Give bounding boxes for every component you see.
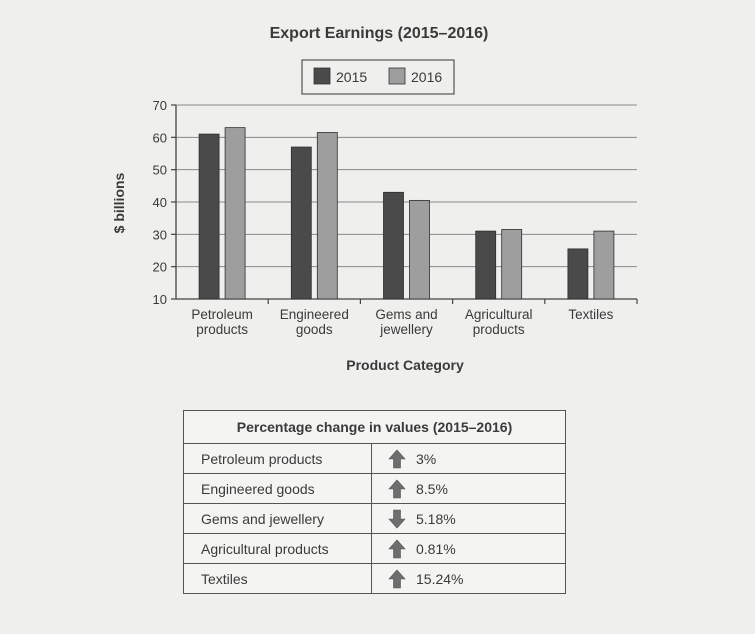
legend-label-2016: 2016	[411, 69, 442, 85]
table-row: Textiles 15.24%	[183, 563, 566, 594]
table-row: Petroleum products 3%	[183, 443, 566, 474]
x-category-label: Textiles	[568, 307, 613, 322]
x-category-label: jewellery	[379, 322, 433, 337]
x-category-label: goods	[296, 322, 333, 337]
bar-2016	[501, 229, 523, 300]
table-category: Petroleum products	[183, 443, 372, 474]
x-category-label: Petroleum	[191, 307, 253, 322]
legend-swatch-2015	[313, 67, 331, 85]
bar-2015	[475, 230, 497, 300]
bar-2016	[316, 132, 338, 300]
x-axis-title: Product Category	[346, 357, 464, 373]
y-tick-label: 20	[153, 260, 167, 275]
x-category-label: products	[196, 322, 248, 337]
table-row: Agricultural products 0.81%	[183, 533, 566, 564]
y-tick-label: 30	[153, 227, 167, 242]
y-axis-title: $ billions	[111, 172, 127, 233]
legend-label-2015: 2015	[336, 69, 367, 85]
table-header: Percentage change in values (2015–2016)	[183, 410, 566, 444]
legend-swatch-2016	[388, 67, 406, 85]
bar-2015	[567, 248, 589, 300]
x-category-label: Agricultural	[465, 307, 533, 322]
axes: 10 20 30 40 50 60 70	[153, 98, 638, 307]
x-category-label: products	[473, 322, 525, 337]
legend: 2015 2016	[301, 59, 455, 95]
bar-2015	[198, 133, 220, 300]
table-value: 8.5%	[416, 480, 448, 497]
legend-box	[301, 59, 455, 95]
table-value: 5.18%	[416, 510, 456, 527]
y-tick-label: 60	[153, 130, 167, 145]
arrow-up-icon	[388, 479, 406, 498]
arrow-up-icon	[388, 569, 406, 588]
percentage-change-table: Percentage change in values (2015–2016) …	[183, 410, 566, 594]
x-category-label: Engineered	[280, 307, 349, 322]
y-tick-label: 40	[153, 195, 167, 210]
bar-2016	[593, 230, 615, 300]
table-category: Engineered goods	[183, 473, 372, 504]
table-category: Gems and jewellery	[183, 503, 372, 534]
x-category-label: Gems and	[375, 307, 437, 322]
y-tick-label: 50	[153, 163, 167, 178]
table-category: Agricultural products	[183, 533, 372, 564]
bars	[198, 127, 615, 300]
bar-2016	[409, 199, 430, 300]
bar-2015	[383, 191, 404, 300]
table-value: 0.81%	[416, 540, 456, 557]
table-value: 3%	[416, 450, 437, 467]
table-row: Engineered goods 8.5%	[183, 473, 566, 504]
arrow-down-icon	[388, 509, 406, 528]
y-tick-label: 70	[153, 98, 167, 113]
bar-2015	[290, 146, 312, 300]
bar-2016	[224, 127, 246, 300]
y-tick-label: 10	[153, 292, 167, 307]
arrow-up-icon	[388, 539, 406, 558]
table-value: 15.24%	[416, 570, 464, 587]
arrow-up-icon	[388, 449, 406, 468]
export-earnings-chart: Export Earnings (2015–2016) 2015 2016 10…	[111, 25, 638, 373]
gridlines	[176, 104, 637, 268]
table-category: Textiles	[183, 563, 372, 594]
chart-title: Export Earnings (2015–2016)	[270, 25, 489, 42]
table-row: Gems and jewellery 5.18%	[183, 503, 566, 534]
